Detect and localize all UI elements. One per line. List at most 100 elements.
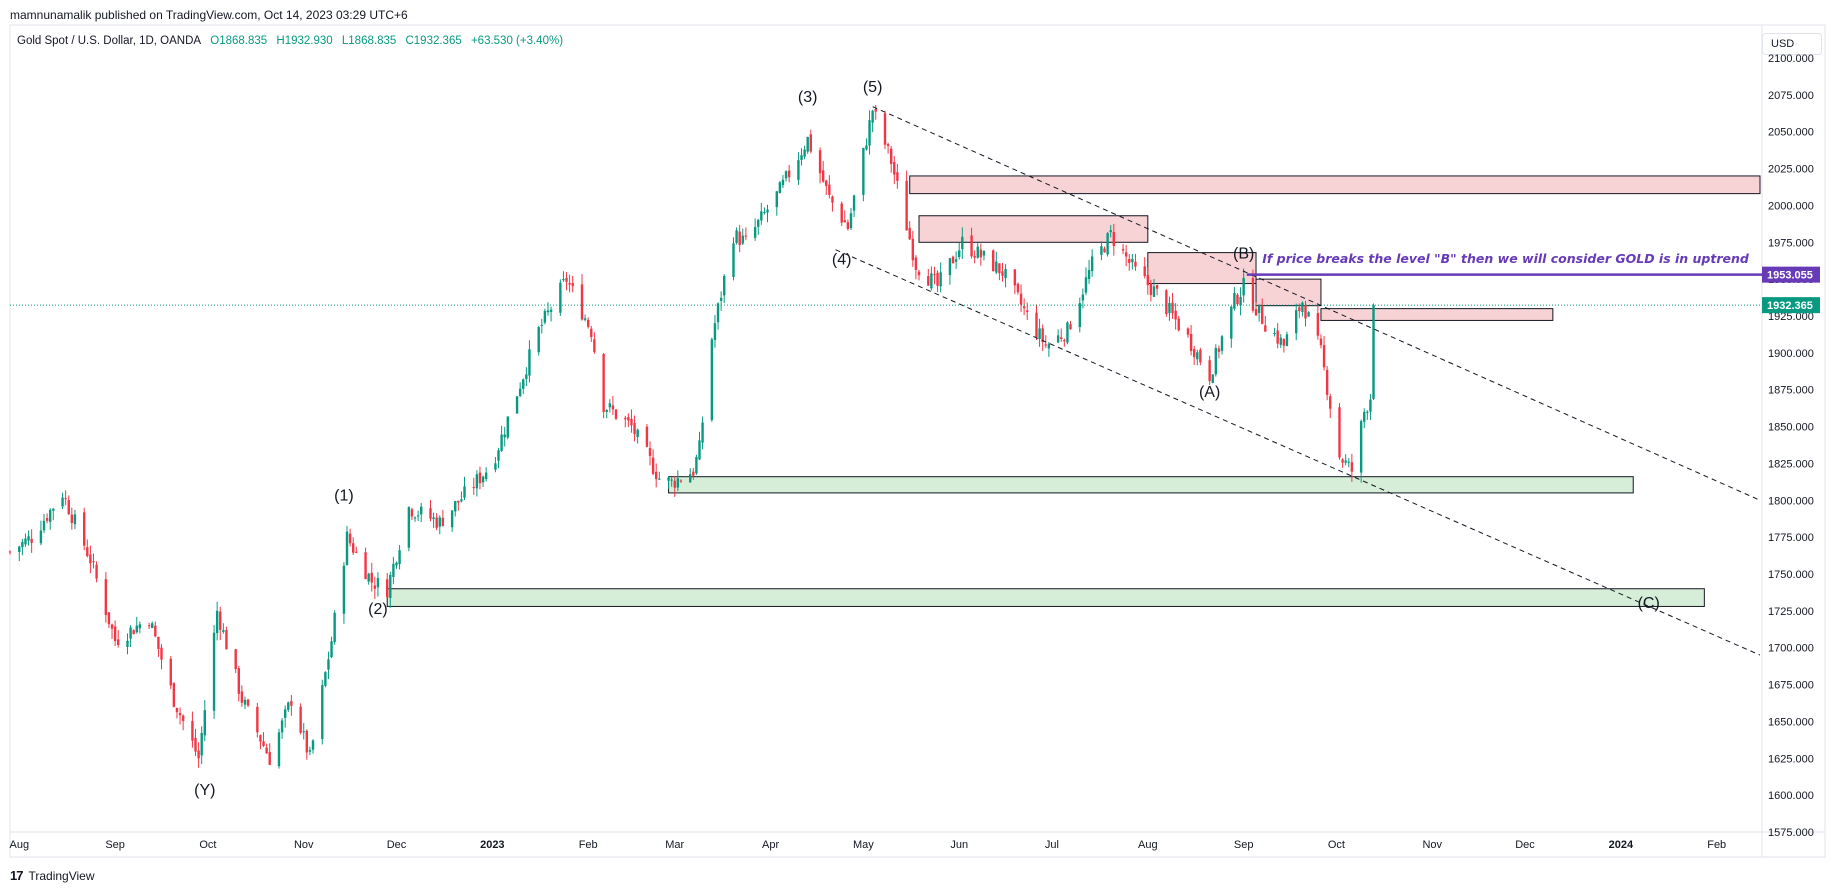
channel-trendline-0[interactable] [872, 106, 1761, 501]
supply-zone-0 [909, 175, 1761, 195]
candle-body-194 [849, 213, 853, 229]
candle-body-269 [1174, 310, 1177, 320]
candle-body-129 [568, 283, 571, 285]
candle-body-218 [954, 259, 958, 262]
price-tick-3: 1650.000 [1768, 716, 1814, 728]
candle-body-5 [30, 538, 33, 543]
candle-body-30 [138, 624, 142, 629]
price-tick-18: 2025.000 [1768, 164, 1814, 176]
candle-body-190 [831, 196, 834, 203]
candle-body-171 [753, 227, 757, 238]
candle-body-84 [373, 585, 377, 589]
symbol-legend: Gold Spot / U.S. Dollar, 1D, OANDA O1868… [17, 35, 569, 47]
currency-button[interactable]: USD [1762, 33, 1822, 55]
price-tick-7: 1750.000 [1768, 569, 1814, 581]
symbol-title[interactable]: Gold Spot / U.S. Dollar, 1D, OANDA [17, 35, 202, 47]
channel-trendline-1[interactable] [835, 249, 1761, 656]
supply-zone-2 [1147, 252, 1257, 285]
candle-body-231 [1013, 269, 1017, 286]
candle-body-68 [305, 730, 309, 753]
candle-body-52 [237, 668, 240, 694]
candle-body-300 [1307, 312, 1310, 317]
candle-body-33 [154, 625, 157, 637]
candle-body-206 [905, 180, 908, 231]
candle-body-266 [1165, 290, 1168, 314]
candle-body-236 [1035, 312, 1038, 338]
publisher-credit: mamnunamalik published on TradingView.co… [10, 8, 408, 22]
footer-brand[interactable]: 17 TradingView [10, 868, 95, 883]
candle-body-285 [1242, 277, 1245, 296]
candle-body-198 [868, 120, 871, 146]
candle-body-99 [438, 517, 441, 527]
candle-body-35 [160, 647, 163, 660]
candle-body-113 [500, 434, 503, 451]
candle-body-7 [42, 520, 46, 531]
candle-body-80 [355, 551, 358, 553]
candle-body-183 [803, 149, 806, 157]
candle-body-67 [302, 731, 305, 733]
candle-body-158 [695, 456, 698, 474]
candle-body-291 [1273, 332, 1276, 334]
candle-body-286 [1251, 277, 1255, 311]
candle-body-161 [710, 339, 714, 420]
candle-body-89 [395, 562, 398, 566]
candle-body-251 [1100, 246, 1103, 255]
candle-body-147 [648, 448, 652, 456]
candle-body-258 [1128, 258, 1131, 263]
candle-body-54 [243, 700, 247, 705]
open-value: O1868.835 [210, 35, 268, 47]
candle-body-0 [8, 551, 12, 553]
candle-body-292 [1276, 330, 1279, 344]
wave-label-1: (1) [334, 487, 354, 504]
candle-body-107 [475, 474, 479, 489]
candle-body-142 [627, 417, 630, 421]
candle-body-188 [825, 180, 828, 186]
candle-body-100 [441, 517, 445, 526]
candle-body-4 [27, 536, 30, 541]
candle-body-263 [1149, 283, 1153, 295]
candle-body-152 [670, 479, 673, 481]
time-tick-14: Oct [1328, 839, 1345, 851]
candle-body-40 [181, 715, 185, 721]
candle-body-92 [410, 509, 414, 517]
candle-body-282 [1233, 292, 1236, 309]
candle-body-315 [1372, 305, 1375, 399]
candle-body-140 [614, 409, 618, 419]
candle-body-305 [1329, 396, 1332, 409]
candle-body-9 [48, 509, 52, 522]
candle-body-295 [1285, 334, 1289, 347]
price-tick-8: 1775.000 [1768, 532, 1814, 544]
candle-body-217 [951, 256, 955, 264]
candle-body-212 [930, 273, 933, 289]
chart-frame [9, 24, 1826, 858]
candle-body-41 [191, 720, 194, 741]
candle-body-209 [914, 257, 918, 270]
time-tick-9: May [853, 839, 874, 851]
time-tick-12: Aug [1138, 839, 1158, 851]
candle-body-126 [559, 282, 562, 313]
candle-body-119 [525, 374, 528, 379]
candle-body-159 [698, 440, 701, 460]
candle-body-170 [744, 235, 748, 237]
candle-body-103 [457, 500, 460, 503]
candle-body-250 [1090, 256, 1094, 272]
candle-body-120 [528, 349, 531, 376]
time-tick-13: Sep [1234, 839, 1254, 851]
price-axis[interactable]: 1575.000 1600.000 1625.000 1650.000 1675.000… [1762, 53, 1820, 839]
candle-body-46 [212, 632, 216, 711]
time-axis[interactable]: Aug Sep Oct Nov Dec 2023 Feb Mar Apr May Jun Jul Aug… [9, 839, 1726, 851]
candle-body-197 [865, 145, 868, 150]
change-value: +63.530 (+3.40%) [470, 35, 564, 47]
candle-body-22 [107, 612, 111, 625]
candle-body-145 [636, 429, 639, 438]
candle-body-106 [472, 487, 475, 489]
candle-body-94 [416, 515, 420, 517]
time-tick-17: 2024 [1609, 839, 1634, 851]
candle-body-49 [222, 630, 225, 632]
candles-layer [8, 104, 1375, 769]
candle-body-241 [1056, 335, 1060, 343]
candle-body-2 [21, 541, 24, 548]
candle-body-201 [883, 113, 887, 145]
candle-body-267 [1168, 302, 1171, 314]
